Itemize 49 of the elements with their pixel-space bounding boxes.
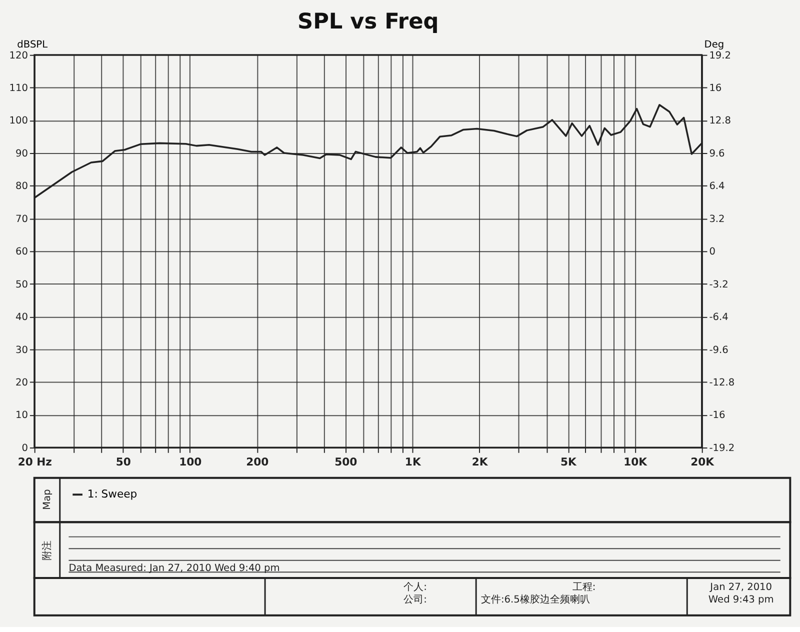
x-tick-label: 1K xyxy=(404,456,422,469)
x-tick-label: 20 Hz xyxy=(18,456,52,469)
y-tick-label: 50 xyxy=(16,279,28,290)
text: Data Measured: Jan 27, 2010 Wed 9:40 pm xyxy=(68,563,280,574)
y2-tick-label: 6.4 xyxy=(709,181,725,192)
y2-tick-label: -3.2 xyxy=(709,279,728,290)
y-tick-label: 10 xyxy=(16,410,28,422)
y-tick-label: 120 xyxy=(9,50,28,62)
y2-tick-label: 9.6 xyxy=(709,148,725,160)
y2-tick-label: -19.2 xyxy=(709,442,735,454)
y-tick-label: 20 xyxy=(16,377,28,388)
text: 个人: xyxy=(404,580,427,593)
y2-axis-title: Deg xyxy=(704,39,724,50)
x-tick-label: 20K xyxy=(690,456,715,469)
text: 文件:6.5橡胶边全频喇叭 xyxy=(480,594,590,606)
x-tick-label: 5K xyxy=(560,456,577,469)
y-tick-label: 100 xyxy=(9,116,28,127)
y2-tick-label: 19.2 xyxy=(709,50,732,62)
y-axis-title: dBSPL xyxy=(17,39,48,50)
x-tick-label: 50 xyxy=(116,456,131,469)
y-tick-label: 110 xyxy=(9,83,28,94)
y2-tick-label: -6.4 xyxy=(709,312,728,324)
y-tick-label: 70 xyxy=(16,214,28,225)
x-tick-label: 200 xyxy=(246,456,269,469)
y-tick-label: 0 xyxy=(22,442,28,454)
y2-tick-label: 3.2 xyxy=(709,214,725,225)
y-tick-label: 40 xyxy=(16,312,28,324)
text: Map xyxy=(42,489,54,510)
text: Jan 27, 2010 xyxy=(709,582,772,593)
y2-tick-label: 0 xyxy=(709,246,716,258)
text: 附注 xyxy=(41,540,54,561)
y-tick-label: 90 xyxy=(16,148,28,160)
legend-label: 1: Sweep xyxy=(87,488,138,501)
text: 公司: xyxy=(404,594,427,606)
y-tick-label: 80 xyxy=(16,181,28,192)
chart-title: SPL vs Freq xyxy=(298,9,439,34)
y-tick-label: 60 xyxy=(16,246,28,258)
y-tick-label: 30 xyxy=(16,344,28,356)
text: Wed 9:43 pm xyxy=(708,594,774,606)
x-tick-label: 500 xyxy=(334,456,358,469)
y2-tick-label: -9.6 xyxy=(709,344,728,356)
y2-tick-label: 12.8 xyxy=(709,116,732,127)
x-tick-label: 2K xyxy=(472,456,488,469)
y2-tick-label: 16 xyxy=(709,83,722,94)
text: 工程: xyxy=(572,582,596,593)
x-tick-label: 10K xyxy=(624,456,648,469)
y2-tick-label: -16 xyxy=(709,410,726,422)
y2-tick-label: -12.8 xyxy=(709,377,735,388)
x-tick-label: 100 xyxy=(179,456,202,469)
